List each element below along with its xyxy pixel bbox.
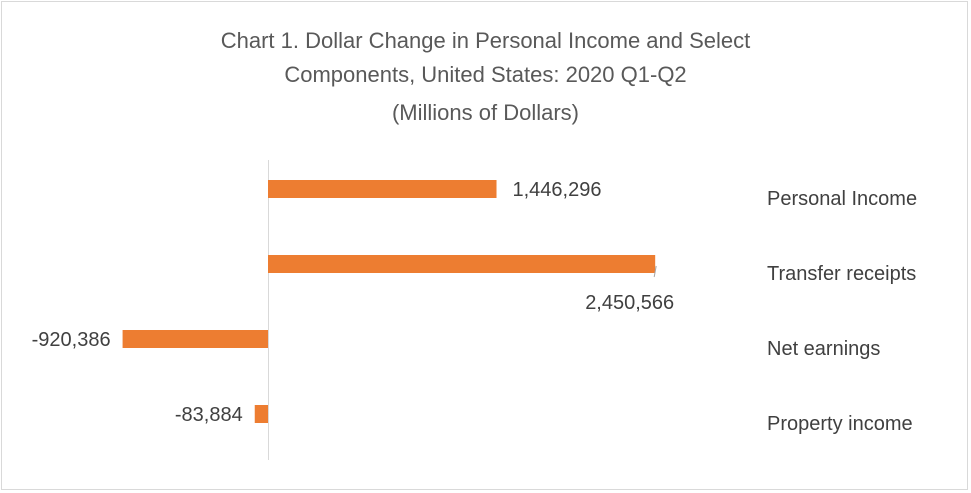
bar-2: [122, 330, 268, 348]
data-label-0: 1,446,296: [513, 179, 602, 201]
chart-title-line-2: Components, United States: 2020 Q1-Q2: [284, 62, 687, 87]
bar-3: [254, 405, 268, 423]
bar-0: [268, 180, 497, 198]
chart-title-line-1: Chart 1. Dollar Change in Personal Incom…: [220, 28, 751, 53]
data-label-2: -920,386: [32, 329, 111, 351]
category-label-3: Property income: [767, 413, 913, 435]
data-label-3: -83,884: [175, 404, 243, 426]
leader-line: [653, 265, 657, 278]
bar-1: [268, 255, 656, 273]
chart-title-line-3: (Millions of Dollars): [391, 100, 580, 125]
category-label-0: Personal Income: [767, 188, 917, 210]
data-label-1: 2,450,566: [585, 292, 674, 314]
category-label-1: Transfer receipts: [767, 263, 916, 285]
category-label-2: Net earnings: [767, 338, 880, 360]
